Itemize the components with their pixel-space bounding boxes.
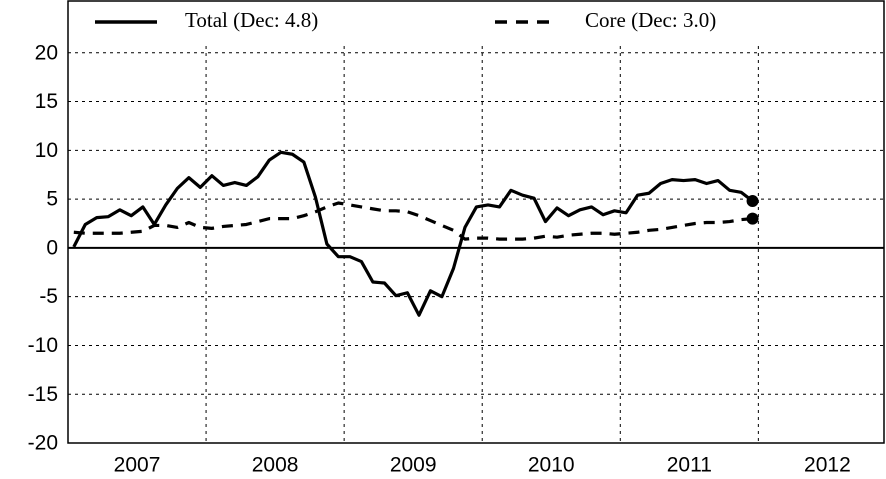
y-tick-label: 10 bbox=[35, 139, 58, 162]
y-tick-label: -20 bbox=[28, 432, 58, 455]
plot-frame bbox=[67, 0, 885, 444]
y-tick-label: 0 bbox=[46, 236, 58, 259]
y-tick-label: 15 bbox=[35, 90, 58, 113]
y-tick-label: -5 bbox=[39, 285, 58, 308]
series-line bbox=[73, 201, 753, 241]
x-tick-label: 2007 bbox=[114, 454, 161, 477]
x-tick-label: 2010 bbox=[528, 454, 575, 477]
legend-box bbox=[69, 1, 883, 44]
end-marker bbox=[746, 195, 759, 208]
legend-label: Total (Dec: 4.8) bbox=[185, 8, 318, 32]
y-tick-label: -10 bbox=[28, 334, 58, 357]
y-tick-label: 20 bbox=[35, 41, 58, 64]
y-tick-label: 5 bbox=[46, 188, 58, 211]
legend-label: Core (Dec: 3.0) bbox=[585, 8, 716, 32]
x-tick-label: 2011 bbox=[667, 454, 712, 477]
y-tick-label: -15 bbox=[28, 383, 58, 406]
x-tick-label: 2009 bbox=[390, 454, 437, 477]
x-tick-label: 2012 bbox=[804, 454, 851, 477]
series-line bbox=[72, 150, 754, 317]
x-tick-label: 2008 bbox=[252, 454, 299, 477]
end-marker bbox=[746, 212, 759, 225]
